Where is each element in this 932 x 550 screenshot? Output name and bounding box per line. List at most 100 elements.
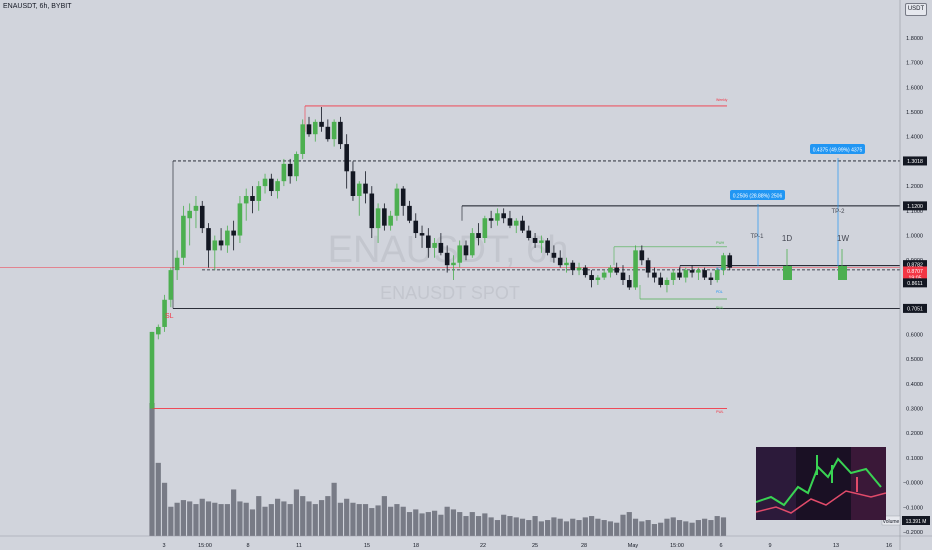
y-tick-label: −0.2000 (903, 530, 923, 536)
volume-bar (482, 513, 488, 536)
volume-bar (551, 517, 557, 536)
volume-bar (507, 516, 513, 536)
price-label-text: 1.1200 (907, 204, 923, 210)
price-label-text: 1.3018 (907, 159, 923, 165)
volume-bar (651, 524, 657, 536)
candle-body (551, 252, 557, 258)
weekly-low-tag: PWL (716, 410, 724, 414)
volume-bar (394, 504, 400, 536)
candle-body (212, 240, 218, 251)
volume-bar (149, 403, 155, 536)
volume-bar (381, 496, 387, 536)
x-tick-label: 11 (296, 543, 302, 549)
y-tick-label: 0.6000 (906, 332, 923, 338)
volume-bar (268, 504, 274, 536)
volume-bar (318, 500, 325, 536)
volume-bar (237, 501, 243, 536)
volume-bar (658, 522, 664, 536)
y-tick-label: 0.2000 (906, 431, 923, 437)
promo-video-thumbnail[interactable] (756, 447, 886, 520)
volume-bar (419, 513, 425, 536)
volume-bar (708, 520, 714, 536)
volume-bar (256, 496, 262, 536)
x-tick-label: 6 (719, 543, 722, 549)
volume-bar (249, 509, 256, 536)
volume-bar (193, 504, 199, 536)
candle-body (727, 255, 733, 268)
candle-body (444, 252, 450, 266)
time-axis[interactable]: 3 15:00 8 11 15 18 22 25 28 May 15:00 6 9 13 16 (162, 543, 892, 549)
volume-bar (519, 518, 526, 536)
x-tick-label: 15:00 (198, 543, 212, 549)
candle-body (463, 245, 469, 256)
pwh-tag: PWH (716, 241, 725, 245)
volume-bar (350, 502, 356, 536)
candle-body (595, 277, 601, 281)
candle-body (350, 171, 356, 196)
candle-body (319, 121, 324, 127)
pwl-tag: PWL (716, 306, 724, 310)
x-tick-label: 18 (413, 543, 419, 549)
candle-body (294, 153, 299, 177)
volume-bar (369, 508, 375, 536)
volume-bar (720, 517, 727, 536)
price-label-text: 0.7051 (907, 306, 923, 312)
volume-bar (224, 504, 230, 536)
candle-body (626, 280, 632, 288)
level-lines (0, 105, 900, 409)
candle-body (250, 195, 255, 201)
volume-bar (413, 509, 419, 536)
tp1-label: TP-1 (750, 234, 764, 240)
volume-bar (676, 520, 683, 536)
volume-bar (689, 522, 695, 536)
symbol-header[interactable]: ENAUSDT, 6h, BYBIT (3, 3, 72, 10)
weekly-high-tag: Weekly (716, 98, 728, 102)
candle-body (633, 250, 638, 288)
volume-bar (438, 514, 444, 536)
volume-bar (626, 512, 632, 536)
volume-bar (501, 514, 507, 536)
candle-body (432, 242, 437, 248)
volume-bar (281, 501, 287, 536)
candle-body (162, 299, 167, 327)
price-label-box (903, 156, 927, 166)
volume-bar (161, 482, 168, 536)
candle-body (388, 215, 393, 226)
candle-body (714, 270, 720, 281)
volume-bar (275, 498, 281, 536)
quote-currency-badge[interactable]: USDT (905, 3, 927, 16)
candle-body (702, 270, 707, 278)
timeframe-1d-label: 1D (782, 234, 792, 243)
price-label-box (903, 266, 927, 276)
volume-bar (670, 517, 676, 536)
candle-body (438, 242, 444, 253)
volume-bar (664, 518, 670, 536)
timeframe-1w-label: 1W (837, 234, 849, 243)
candle-body (608, 267, 613, 273)
y-tick-label: 1.5000 (906, 110, 923, 116)
volume-bar (632, 518, 639, 536)
volume-bar (300, 496, 306, 536)
candle-body (331, 121, 337, 140)
volume-bars (149, 403, 727, 536)
candle-body (168, 270, 174, 300)
candle-body (482, 218, 488, 239)
candle-body (645, 260, 651, 273)
candle-body (658, 277, 663, 285)
candle-body (394, 188, 400, 216)
candle-body (507, 218, 513, 226)
candle-body (670, 272, 676, 281)
candle-body (231, 230, 236, 236)
volume-bar (356, 504, 362, 536)
candle-body (708, 277, 714, 281)
volume-bar (639, 521, 645, 536)
candle-body (218, 240, 224, 246)
candle-body (601, 272, 607, 278)
volume-bar (463, 516, 469, 536)
x-tick-label: 28 (581, 543, 587, 549)
candle-body (243, 195, 249, 204)
volume-bar (576, 520, 582, 536)
candle-body (338, 121, 343, 145)
